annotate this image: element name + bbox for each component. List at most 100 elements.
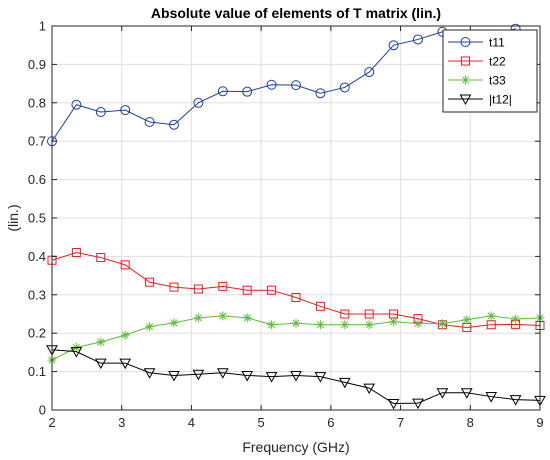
series-t22-point [364, 309, 374, 319]
legend-item-t12-marker [459, 94, 472, 106]
series-t12-point [143, 368, 156, 379]
x-tick-label: 3 [118, 415, 125, 430]
series-t33-point [340, 320, 350, 330]
legend-item-t11-label: t11 [489, 36, 505, 50]
y-tick-label: 0.3 [28, 287, 46, 302]
legend-item-t22-label: t22 [489, 55, 506, 69]
series-t33-point [218, 311, 228, 321]
x-tick-label: 7 [397, 415, 404, 430]
series-t22-point [96, 253, 106, 263]
y-tick-label: 0 [39, 403, 46, 418]
series-t33-point [267, 320, 277, 330]
series-t33-point [291, 318, 301, 328]
series-t11-point [291, 80, 301, 91]
ticks: 2 3 4 5 6 7 8 9 0 0.1 0.2 0.3 0.4 0.5 0.6 0.7 0.8 0.9 1 [28, 19, 544, 431]
series-t12-point [119, 358, 132, 370]
legend-item-t12: |t12| [448, 93, 512, 107]
series-t11-point [169, 119, 179, 130]
series-t12-point [412, 398, 424, 410]
y-tick-label: 0.6 [28, 172, 46, 187]
series-t22-point [71, 248, 81, 258]
series-t22-line [51, 252, 541, 328]
y-tick-label: 0.5 [28, 211, 46, 226]
series-t11-point [315, 88, 326, 99]
series-t33-point [511, 314, 521, 324]
series-t12-point [94, 358, 107, 370]
series-t11-point [193, 97, 204, 108]
series-t11-point [266, 79, 277, 90]
series-t33-point [364, 320, 374, 330]
x-tick-label: 5 [258, 415, 265, 430]
series-t12-point [265, 372, 278, 383]
series-t33-point [486, 311, 496, 321]
legend-item-t33-marker [461, 75, 470, 85]
series-t12-point [314, 372, 327, 383]
series-t11-point [144, 117, 155, 127]
series-t11-point [339, 82, 350, 93]
series-t22-point [242, 285, 252, 295]
series-t33 [47, 311, 545, 365]
series-t12-point [363, 383, 376, 395]
series-t22-point [218, 281, 228, 291]
y-tick-label: 0.4 [28, 249, 46, 264]
series-t11-point [120, 105, 131, 116]
x-tick-label: 6 [327, 415, 334, 430]
series-t11-point [413, 34, 423, 45]
legend-item-t33: t33 [448, 74, 506, 88]
series-t11-point [71, 99, 82, 110]
series-t33-point [193, 313, 203, 323]
legend-item-t12-label: |t12| [489, 93, 512, 107]
series-t33-point [437, 319, 447, 329]
x-tick-label: 4 [188, 415, 195, 430]
series-t11-point [95, 107, 106, 118]
series-t12 [46, 345, 546, 410]
series-t22-point [169, 282, 179, 292]
series-t22-point [267, 285, 277, 295]
series-t11-point [242, 86, 253, 97]
y-tick-label: 0.2 [28, 326, 46, 341]
legend-item-t33-label: t33 [489, 74, 506, 88]
series-t12-point [338, 377, 351, 389]
series-t12-point [192, 369, 205, 381]
series-t12-point [290, 370, 302, 382]
series-t33-point [242, 313, 252, 323]
legend-item-t22-marker [461, 56, 470, 66]
legend-item-t11: t11 [448, 36, 505, 50]
series-t11-point [217, 86, 228, 97]
series-t12-line [51, 349, 541, 404]
x-tick-label: 2 [48, 415, 55, 430]
series-t12-point [70, 347, 83, 358]
series-t33-point [145, 322, 155, 332]
series-t22-point [193, 284, 203, 294]
y-tick-label: 1 [39, 19, 46, 34]
series-t12-point [241, 370, 254, 382]
chart-title: Absolute value of elements of T matrix (… [151, 5, 441, 21]
series-t12-point [216, 368, 229, 379]
x-tick-label: 8 [467, 415, 474, 430]
legend-box [442, 29, 538, 113]
series-t12-point [460, 388, 473, 399]
series-t22-point [340, 309, 350, 319]
y-tick-label: 0.8 [28, 95, 46, 110]
series-t33-point [169, 318, 179, 328]
series-t12-point [168, 370, 180, 382]
series-t11-point [364, 67, 375, 78]
series-t12-point [485, 392, 498, 403]
series-t22-point [291, 292, 301, 302]
x-tick-label: 9 [536, 415, 543, 430]
series-t12-point [509, 395, 522, 406]
series-t33-point [315, 320, 325, 330]
legend-item-t11-marker [460, 37, 471, 47]
y-axis-label: (lin.) [5, 204, 21, 231]
series-t22-point [120, 260, 130, 270]
series-t11-point [388, 40, 399, 51]
series-t33-point [462, 315, 472, 325]
y-tick-label: 0.9 [28, 57, 46, 72]
series-layer [46, 23, 546, 410]
series-t12-point [436, 388, 449, 399]
legend: t11 t22 t33 |t12| [442, 29, 538, 113]
series-t33-point [96, 337, 106, 347]
series-t22-point [486, 320, 496, 330]
series-t12-point [387, 398, 400, 410]
